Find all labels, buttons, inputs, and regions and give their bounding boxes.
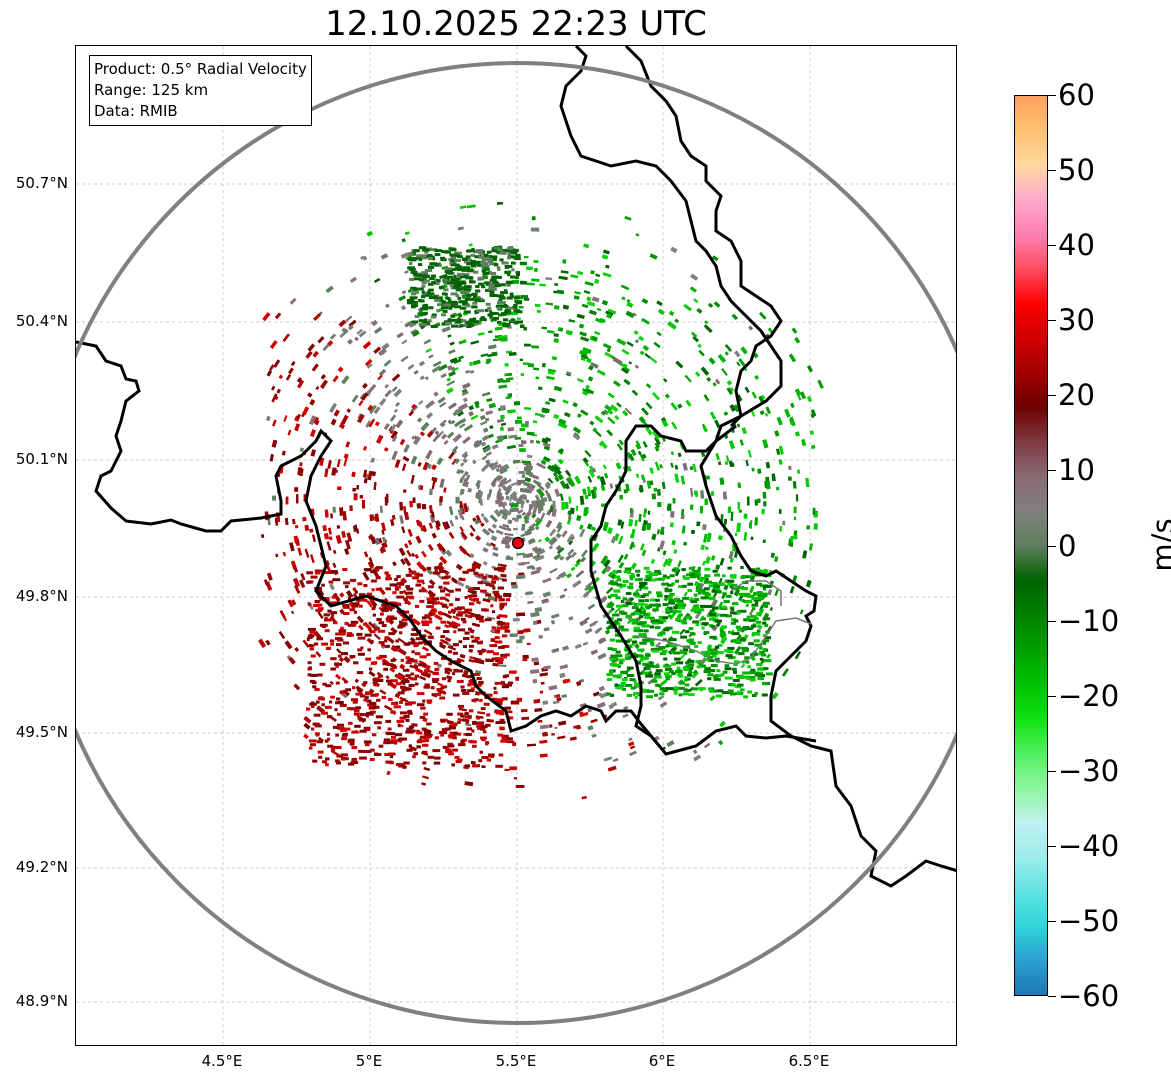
colorbar-tick-label: −40	[1058, 828, 1120, 863]
country-border-west	[76, 340, 817, 756]
lat-label: 50.1°N	[15, 450, 68, 468]
colorbar-tick-mark	[1048, 545, 1056, 547]
colorbar-tick-mark	[1048, 770, 1056, 772]
lat-label: 50.7°N	[15, 174, 68, 192]
lon-label: 6.5°E	[788, 1052, 830, 1070]
lat-label: 48.9°N	[15, 992, 68, 1010]
country-border-lux-north	[730, 580, 782, 606]
lon-label: 4.5°E	[201, 1052, 243, 1070]
colorbar-tick-mark	[1048, 620, 1056, 622]
colorbar-tick-mark	[1048, 95, 1056, 96]
colorbar-tick-mark	[1048, 395, 1056, 397]
colorbar-tick-label: 0	[1058, 528, 1077, 563]
colorbar-tick-label: 20	[1058, 378, 1095, 413]
colorbar-tick-label: −10	[1058, 603, 1120, 638]
lat-label: 49.5°N	[15, 723, 68, 741]
colorbar-tick-label: −30	[1058, 753, 1120, 788]
velocity-colorbar	[1014, 95, 1048, 996]
colorbar-tick-label: 10	[1058, 453, 1095, 488]
colorbar-tick-label: −50	[1058, 903, 1120, 938]
lon-label: 5°E	[355, 1052, 383, 1070]
radar-map[interactable]	[75, 45, 957, 1046]
colorbar-unit-label: m/s	[1146, 518, 1171, 572]
colorbar-tick-mark	[1048, 996, 1056, 997]
colorbar-tick-label: 50	[1058, 153, 1095, 188]
map-title: 12.10.2025 22:23 UTC	[325, 4, 707, 44]
colorbar-tick-label: 60	[1058, 78, 1095, 112]
colorbar-tick-mark	[1048, 470, 1056, 472]
colorbar-tick-label: 30	[1058, 303, 1095, 338]
product-info-box: Product: 0.5° Radial Velocity Range: 125…	[89, 55, 312, 126]
colorbar-tick-mark	[1048, 845, 1056, 847]
country-border-north	[624, 46, 783, 428]
country-border-east	[559, 46, 783, 738]
colorbar-tick-label: −20	[1058, 678, 1120, 713]
colorbar-tick-label: −60	[1058, 979, 1120, 1013]
colorbar-tick-label: 40	[1058, 228, 1095, 263]
colorbar-tick-mark	[1048, 920, 1056, 922]
lat-label: 50.4°N	[15, 312, 68, 330]
lat-label: 49.2°N	[15, 858, 68, 876]
radar-echoes	[258, 201, 824, 800]
map-canvas	[76, 46, 956, 1045]
range-ring	[76, 61, 956, 1025]
info-product: Product: 0.5° Radial Velocity	[94, 60, 307, 78]
colorbar-tick-mark	[1048, 695, 1056, 697]
colorbar-tick-mark	[1048, 170, 1056, 172]
info-data-source: Data: RMIB	[94, 102, 178, 120]
lat-label: 49.8°N	[15, 587, 68, 605]
radar-site-marker[interactable]	[511, 536, 525, 550]
country-border-lux-east	[635, 617, 812, 665]
info-range: Range: 125 km	[94, 81, 209, 99]
colorbar-tick-mark	[1048, 320, 1056, 322]
lon-label: 6°E	[648, 1052, 676, 1070]
colorbar-tick-mark	[1048, 245, 1056, 247]
country-border-southeast	[699, 424, 956, 888]
lon-label: 5.5°E	[495, 1052, 537, 1070]
